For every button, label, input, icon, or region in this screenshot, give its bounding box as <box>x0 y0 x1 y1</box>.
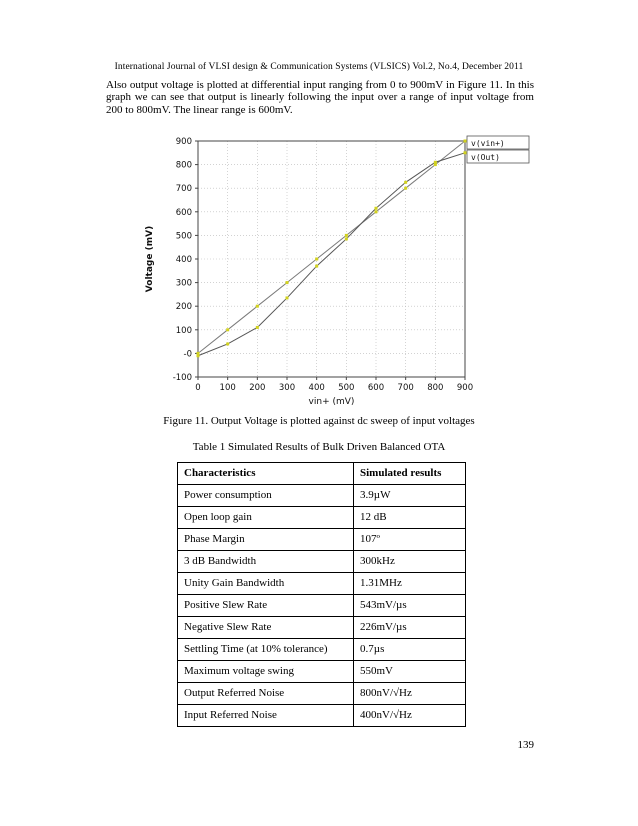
y-tick-label: -0 <box>184 349 192 359</box>
y-tick-label: 500 <box>176 231 192 241</box>
table-cell: Output Referred Noise <box>177 682 354 705</box>
table-row: 3 dB Bandwidth 300kHz <box>177 550 466 573</box>
page-number: 139 <box>517 739 535 751</box>
table-row: Phase Margin 107º <box>177 528 466 551</box>
data-point-marker <box>344 237 348 241</box>
table-cell: Positive Slew Rate <box>177 594 354 617</box>
y-tick-label: 200 <box>176 302 192 312</box>
journal-header: International Journal of VLSI design & C… <box>114 62 524 72</box>
table-cell: 400nV/√Hz <box>353 704 466 727</box>
data-point-marker <box>404 180 408 184</box>
data-point-marker <box>255 325 259 329</box>
x-tick-label: 400 <box>309 383 325 393</box>
table-row: Open loop gain 12 dB <box>177 506 466 529</box>
table-row: Settling Time (at 10% tolerance) 0.7µs <box>177 638 466 661</box>
table-cell: 3.9µW <box>353 484 466 507</box>
table-row: Maximum voltage swing 550mV <box>177 660 466 683</box>
data-point-marker <box>463 151 467 155</box>
data-point-marker <box>374 210 378 214</box>
table-cell: 300kHz <box>353 550 466 573</box>
series-line <box>197 140 466 354</box>
output-voltage-line-chart: 0 100 200 300 400 500 600 700 800 900 900 800 700 600… <box>145 135 530 407</box>
legend-label: v(vin+) <box>471 139 505 148</box>
legend-box <box>466 135 530 150</box>
figure-11: 0 100 200 300 400 500 600 700 800 900 900 800 700 600… <box>140 132 540 412</box>
data-point-marker <box>285 281 289 285</box>
y-tick-label: 100 <box>176 326 192 336</box>
table-cell: Phase Margin <box>177 528 354 551</box>
table-title: Table 1 Simulated Results of Bulk Driven… <box>192 441 446 453</box>
x-tick-label: 500 <box>338 383 354 393</box>
table-header-cell: Simulated results <box>353 462 466 485</box>
data-point-marker <box>255 304 259 308</box>
table-cell: Negative Slew Rate <box>177 616 354 639</box>
series-line <box>197 152 466 357</box>
x-tick-label: 700 <box>398 383 414 393</box>
table-cell: Unity Gain Bandwidth <box>177 572 354 595</box>
table-cell: 543mV/µs <box>353 594 466 617</box>
table-cell: 0.7µs <box>353 638 466 661</box>
y-tick-label: 400 <box>176 255 192 265</box>
y-tick-label: 900 <box>176 137 192 147</box>
table-row: Power consumption 3.9µW <box>177 484 466 507</box>
table-row: Positive Slew Rate 543mV/µs <box>177 594 466 617</box>
data-point-marker <box>285 296 289 300</box>
data-point-marker <box>433 163 437 167</box>
table-cell: Settling Time (at 10% tolerance) <box>177 638 354 661</box>
table-cell: Input Referred Noise <box>177 704 354 727</box>
results-table: Characteristics Simulated results Power c… <box>177 462 466 727</box>
table-row: Unity Gain Bandwidth 1.31MHz <box>177 572 466 595</box>
x-tick-label: 600 <box>368 383 384 393</box>
x-tick-label: 0 <box>195 383 200 393</box>
table-row: Negative Slew Rate 226mV/µs <box>177 616 466 639</box>
table-cell: 1.31MHz <box>353 572 466 595</box>
y-tick-label: 800 <box>176 161 192 171</box>
legend-label: v(Out) <box>471 153 500 162</box>
table-header-cell: Characteristics <box>177 462 354 485</box>
table-cell: 12 dB <box>353 506 466 529</box>
data-point-marker <box>463 139 467 143</box>
x-axis-label: vin+ (mV) <box>309 397 355 407</box>
figure-caption: Figure 11. Output Voltage is plotted aga… <box>163 415 475 427</box>
data-point-marker <box>315 257 319 261</box>
table-cell: 3 dB Bandwidth <box>177 550 354 573</box>
table-cell: Open loop gain <box>177 506 354 529</box>
body-paragraph: Also output voltage is plotted at differ… <box>106 79 534 116</box>
data-point-marker <box>433 160 437 164</box>
data-point-marker <box>315 264 319 268</box>
table-cell: 800nV/√Hz <box>353 682 466 705</box>
x-tick-label: 100 <box>220 383 236 393</box>
y-tick-label: 300 <box>176 279 192 289</box>
data-point-marker <box>196 351 200 355</box>
table-header-row: Characteristics Simulated results <box>177 462 466 485</box>
legend-box <box>466 149 530 164</box>
data-point-marker <box>374 206 378 210</box>
table-cell: Maximum voltage swing <box>177 660 354 683</box>
data-point-marker <box>196 354 200 358</box>
table-cell: 226mV/µs <box>353 616 466 639</box>
x-tick-label: 800 <box>427 383 443 393</box>
y-tick-label: -100 <box>173 373 192 383</box>
y-tick-label: 600 <box>176 208 192 218</box>
data-point-marker <box>226 328 230 332</box>
table-cell: 550mV <box>353 660 466 683</box>
data-point-marker <box>404 186 408 190</box>
y-axis-label: Voltage (mV) <box>145 226 155 292</box>
table-row: Output Referred Noise 800nV/√Hz <box>177 682 466 705</box>
x-tick-label: 900 <box>457 383 473 393</box>
table-row: Input Referred Noise 400nV/√Hz <box>177 704 466 727</box>
table-cell: Power consumption <box>177 484 354 507</box>
table-cell: 107º <box>353 528 466 551</box>
y-tick-label: 700 <box>176 184 192 194</box>
x-tick-label: 300 <box>279 383 295 393</box>
data-point-marker <box>226 342 230 346</box>
data-point-marker <box>344 233 348 237</box>
plot-border <box>197 140 466 378</box>
x-tick-label: 200 <box>249 383 265 393</box>
